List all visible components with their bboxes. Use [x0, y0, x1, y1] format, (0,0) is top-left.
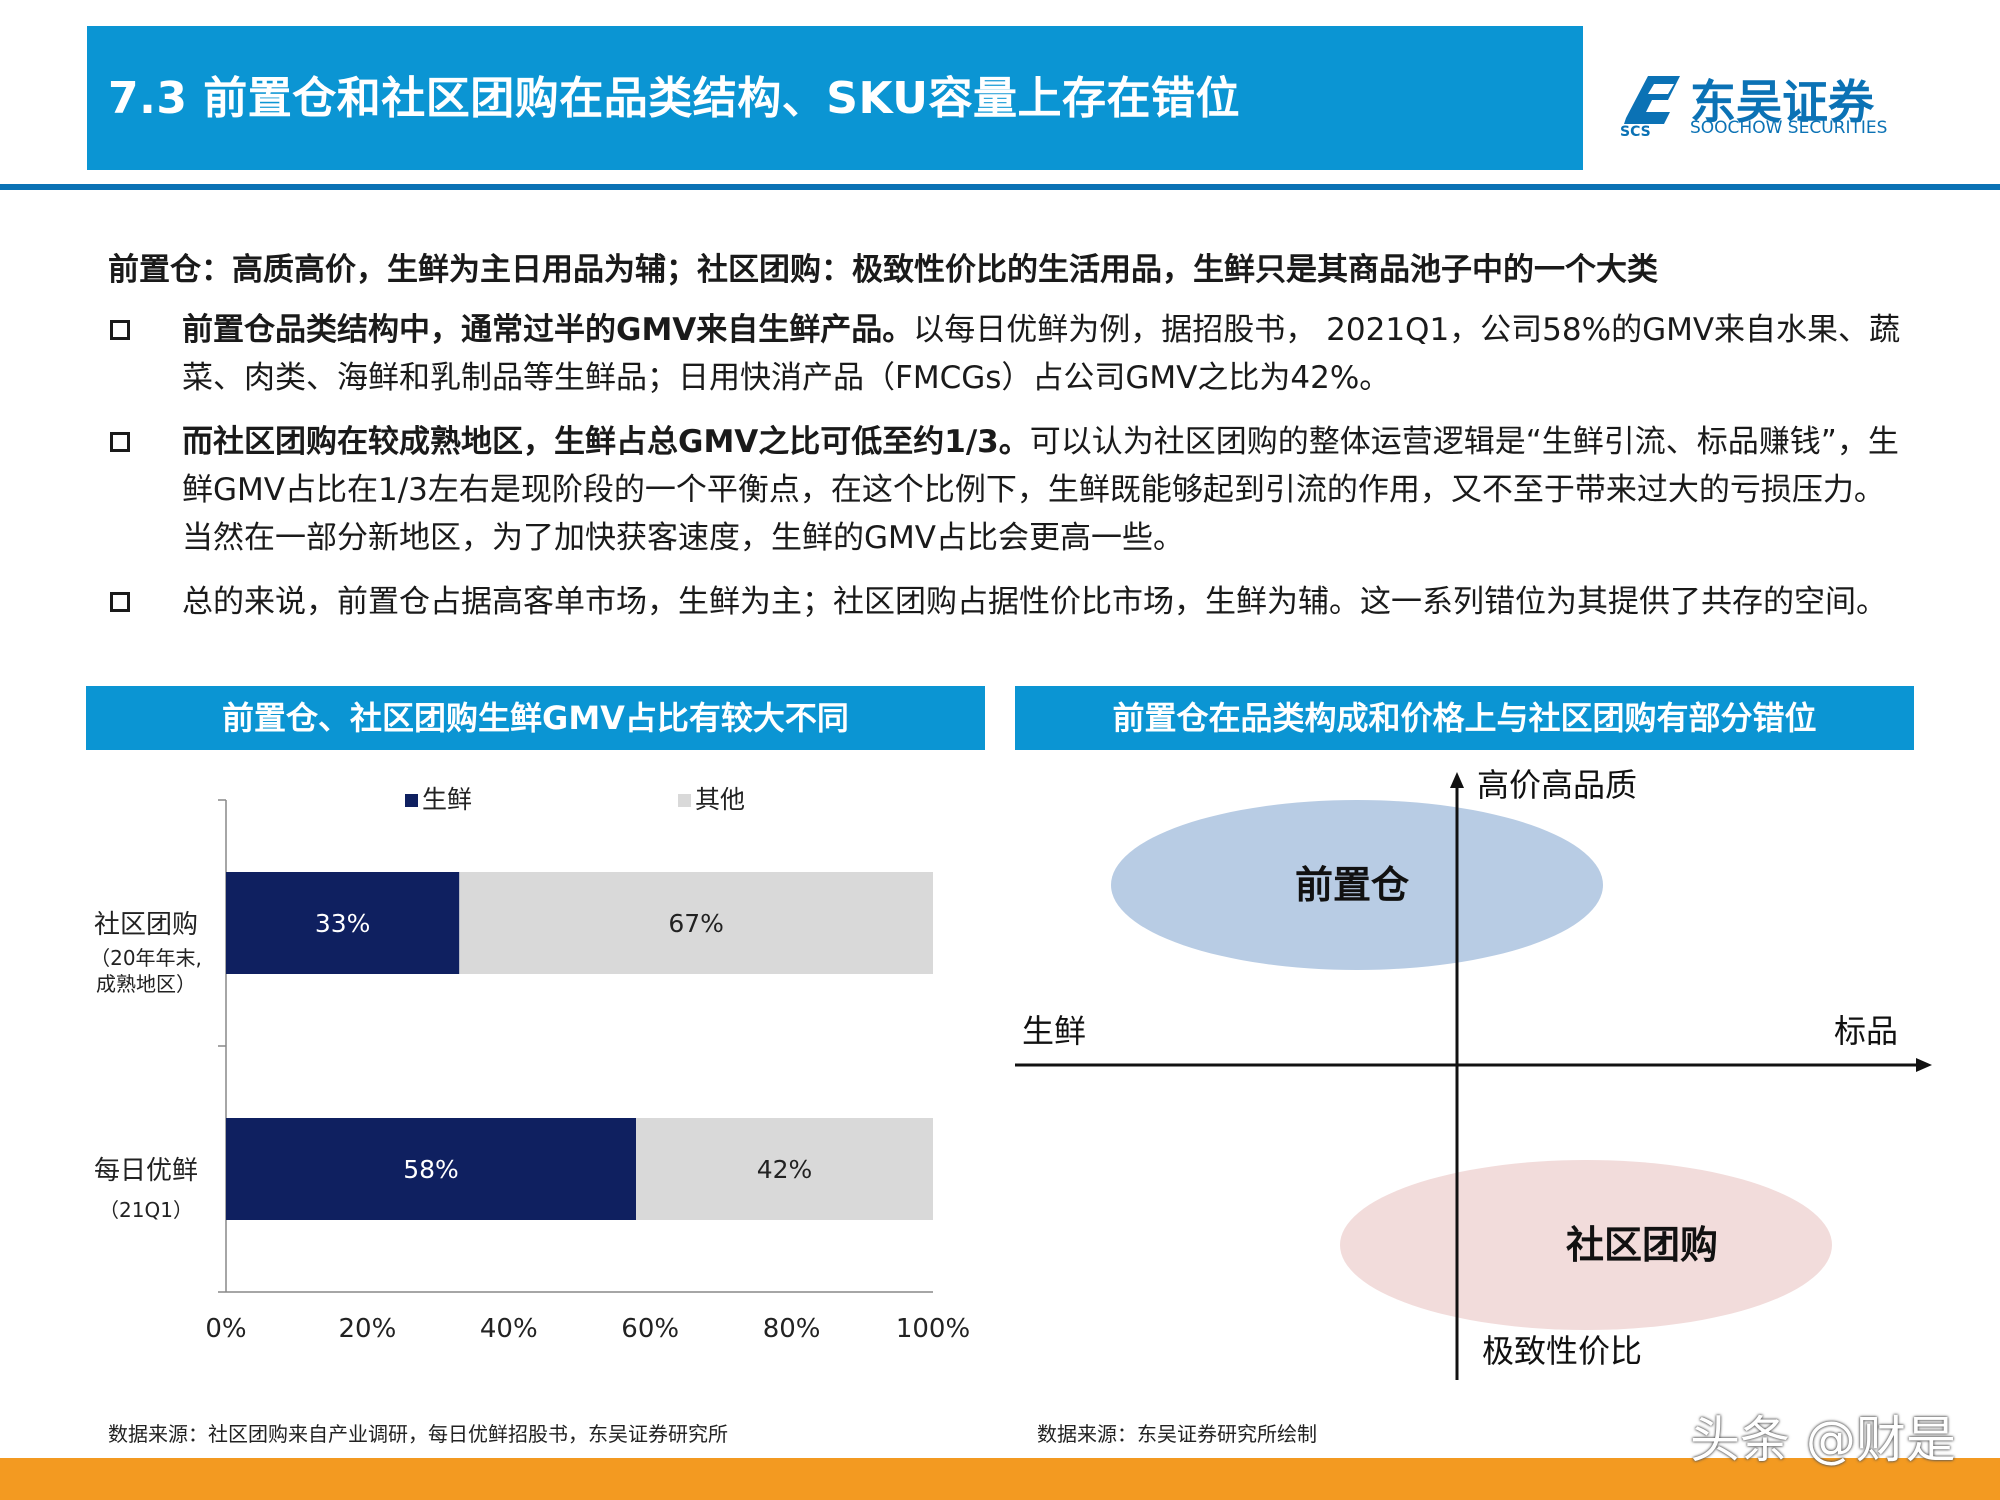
x-tick-label: 100% — [896, 1314, 970, 1344]
bullet-box-icon — [110, 320, 130, 340]
x-tick-label: 80% — [763, 1314, 821, 1344]
bar-segment — [226, 872, 460, 974]
right-footnote: 数据来源：东吴证券研究所绘制 — [1037, 1422, 1317, 1446]
bubble-top-label: 前置仓 — [1295, 863, 1410, 907]
legend-swatch — [405, 794, 418, 807]
title-bar — [87, 26, 1583, 170]
right-panel-heading: 前置仓在品类构成和价格上与社区团购有部分错位 — [1015, 686, 1914, 750]
legend-label: 生鲜 — [422, 785, 472, 814]
x-tick-label: 20% — [339, 1314, 397, 1344]
bubble-bottom-label: 社区团购 — [1566, 1223, 1718, 1267]
x-tick-label: 0% — [205, 1314, 246, 1344]
logo-icon: SCS — [1620, 76, 1680, 136]
arrow-right-icon — [1916, 1058, 1932, 1072]
x-tick-label: 40% — [480, 1314, 538, 1344]
watermark: 头条 @财是 — [1690, 1411, 1956, 1469]
bullet-2-bold: 而社区团购在较成熟地区，生鲜占总GMV之比可低至约1/3。 — [182, 424, 1030, 460]
logo-abbr: SCS — [1620, 124, 1651, 136]
bullet-paragraph-2: 而社区团购在较成熟地区，生鲜占总GMV之比可低至约1/3。可以认为社区团购的整体… — [182, 418, 1902, 562]
bubble-top-shape — [1111, 800, 1603, 970]
bullet-1-bold: 前置仓品类结构中，通常过半的GMV来自生鲜产品。 — [182, 312, 914, 348]
axis-label-bottom: 极致性价比 — [1482, 1332, 1642, 1370]
legend-swatch — [678, 794, 691, 807]
logo-text-en: SOOCHOW SECURITIES — [1690, 118, 1888, 138]
category-sublabel: （21Q1） — [99, 1198, 193, 1222]
bar-value-label: 33% — [315, 909, 371, 938]
bar-segment — [459, 872, 933, 974]
bar-segment — [226, 1118, 637, 1220]
bar-value-label: 67% — [668, 909, 724, 938]
stacked-bar-chart: 33% 67% 社区团购 （20年年末,成熟地区） 58% 42% 每日优鲜 （21Q1） 0%… — [90, 785, 970, 1344]
bubble-bottom-shape — [1340, 1160, 1832, 1330]
bullet-3-text: 总的来说，前置仓占据高客单市场，生鲜为主；社区团购占据性价比市场，生鲜为辅。这一… — [182, 584, 1887, 620]
bullet-paragraph-1: 前置仓品类结构中，通常过半的GMV来自生鲜产品。以每日优鲜为例，据招股书， 20… — [182, 306, 1902, 402]
axis-label-right: 标品 — [1834, 1012, 1898, 1050]
axis-label-top: 高价高品质 — [1477, 766, 1637, 804]
bullet-1-text: 以每日优鲜为例，据招股书， 2021Q1，公司58%的GMV来自水果、蔬菜、肉类… — [182, 312, 1901, 396]
axis-label-left: 生鲜 — [1022, 1012, 1086, 1050]
bar-value-label: 58% — [403, 1155, 459, 1184]
bullet-paragraph-3: 总的来说，前置仓占据高客单市场，生鲜为主；社区团购占据性价比市场，生鲜为辅。这一… — [182, 578, 1902, 626]
positioning-diagram: 高价高品质 极致性价比 生鲜 标品 前置仓 社区团购 — [1015, 766, 1932, 1380]
bullet-box-icon — [110, 592, 130, 612]
page-title: 7.3 前置仓和社区团购在品类结构、SKU容量上存在错位 — [108, 73, 1241, 124]
legend-label: 其他 — [695, 785, 745, 814]
bullet-2-text: 可以认为社区团购的整体运营逻辑是“生鲜引流、标品赚钱”，生鲜GMV占比在1/3左… — [182, 424, 1899, 556]
bar-value-label: 42% — [757, 1155, 813, 1184]
logo-text-cn: 东吴证券 — [1690, 75, 1874, 129]
x-tick-label: 60% — [621, 1314, 679, 1344]
bullet-box-icon — [110, 432, 130, 452]
intro-text: 前置仓：高质高价，生鲜为主日用品为辅；社区团购：极致性价比的生活用品，生鲜只是其… — [108, 252, 1658, 288]
category-sublabel: 成熟地区） — [96, 972, 196, 996]
category-label: 社区团购 — [94, 910, 198, 940]
category-label: 每日优鲜 — [94, 1156, 198, 1186]
bar-segment — [636, 1118, 933, 1220]
bottom-bar — [0, 1458, 2000, 1500]
header-rule — [0, 184, 2000, 190]
left-panel-heading: 前置仓、社区团购生鲜GMV占比有较大不同 — [86, 686, 985, 750]
arrow-up-icon — [1450, 772, 1464, 788]
left-footnote: 数据来源：社区团购来自产业调研，每日优鲜招股书，东吴证券研究所 — [108, 1422, 728, 1446]
category-sublabel: （20年年末, — [90, 946, 202, 970]
